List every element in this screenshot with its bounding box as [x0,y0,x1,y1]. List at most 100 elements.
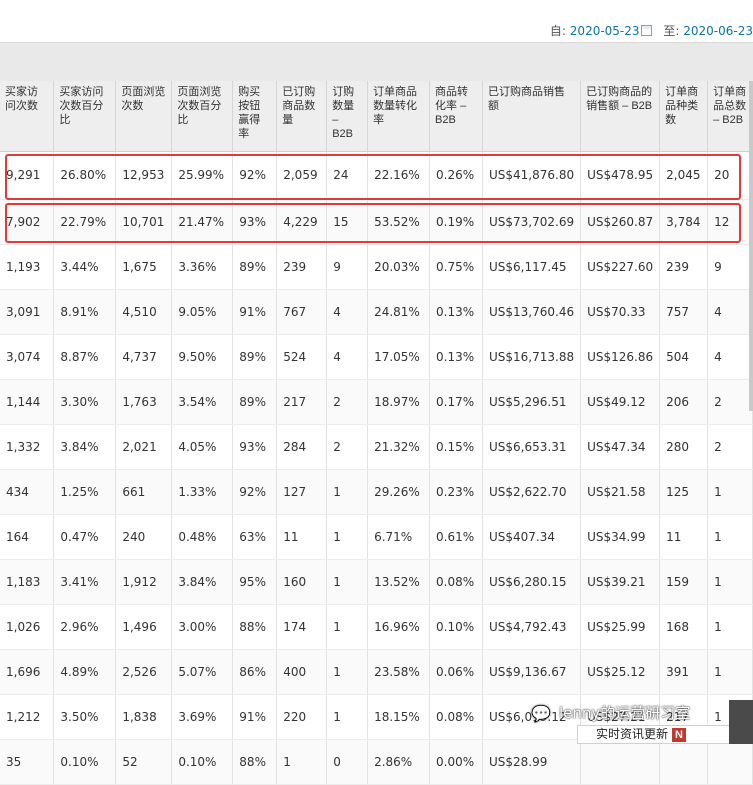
table-row: 1,183 3.41% 1,912 3.84% 95% 160 1 13.52% 0.08% US… [0,559,753,605]
table-cell: 8.91% [53,289,117,335]
table-cell: 0.15% [429,424,483,470]
date-from[interactable]: 2020-05-23 [569,24,640,38]
vertical-scrollbar[interactable] [749,81,753,411]
table-row: 164 0.47% 240 0.48% 63% 11 1 6.71% 0.61% US$407.3… [0,514,753,560]
table-cell: 127 [276,469,328,515]
column-header[interactable]: 页面浏览次数 [115,81,173,152]
table-cell: 10,701 [115,199,173,245]
table-cell: US$9,136.67 [482,649,582,695]
table-cell: 1 [707,469,753,515]
table-cell: 0.61% [429,514,483,560]
table-cell: 35 [0,739,55,785]
table-cell: 1 [707,649,753,695]
table-cell: 3.44% [53,244,117,290]
table-cell: 11 [659,514,709,560]
column-header[interactable]: 商品转化率 – B2B [429,81,483,152]
table-cell: US$126.86 [580,334,661,380]
table-cell: 1 [326,649,369,695]
column-header[interactable]: 页面浏览次数百分比 [171,81,234,152]
table-cell: 1,026 [0,604,55,650]
watermark: 💬 lenny的运营研习室 实时资讯更新 N [525,700,753,744]
table-cell: US$6,117.45 [482,244,582,290]
table-cell: 4,737 [115,334,173,380]
table-cell: 9,291 [0,151,55,200]
table-cell: 504 [659,334,709,380]
watermark-name: lenny的运营研习室 [559,704,691,722]
table-cell: 18.97% [367,379,431,425]
table-cell: 18.15% [367,694,431,740]
table-cell: 95% [232,559,278,605]
table-cell: 22.79% [53,199,117,245]
table-cell: 3.41% [53,559,117,605]
table-cell: 13.52% [367,559,431,605]
table-cell: 174 [276,604,328,650]
table-cell: US$34.99 [580,514,661,560]
table-row: 1,026 2.96% 1,496 3.00% 88% 174 1 16.96% 0.10% US… [0,604,753,650]
table-cell: 0.10% [171,739,234,785]
table-cell: 11 [276,514,328,560]
table-cell: 5.07% [171,649,234,695]
table-cell [580,739,661,785]
column-header[interactable]: 订购数量 – B2B [326,81,369,152]
table-cell [707,739,753,785]
column-header[interactable]: 订单商品种类数 [659,81,709,152]
table-cell: 22.16% [367,151,431,200]
table-cell: 4.05% [171,424,234,470]
table-cell: 3,074 [0,334,55,380]
table-cell: 4 [707,289,753,335]
table-cell: US$407.34 [482,514,582,560]
table-cell: 3.30% [53,379,117,425]
column-header[interactable]: 已订购商品的销售额 – B2B [580,81,661,152]
table-cell: US$41,876.80 [482,151,582,200]
table-cell: US$227.60 [580,244,661,290]
table-cell: 9 [707,244,753,290]
table-cell: 3.84% [53,424,117,470]
table-cell: 86% [232,649,278,695]
filter-band [0,43,753,81]
column-header[interactable]: 购买按钮赢得率 [232,81,278,152]
table-cell [659,739,709,785]
table-cell: 6.71% [367,514,431,560]
table-cell: 206 [659,379,709,425]
column-header[interactable]: 已订购商品销售额 [482,81,582,152]
column-header[interactable]: 买家访问次数百分比 [53,81,117,152]
table-cell: 2 [326,424,369,470]
table-cell: 24 [326,151,369,200]
table-cell: 9.05% [171,289,234,335]
column-header[interactable]: 买家访问次数 [0,81,55,152]
table-cell: 1 [276,739,328,785]
table-cell: 1 [326,514,369,560]
table-cell: 3.69% [171,694,234,740]
table-cell: 3.50% [53,694,117,740]
table-cell: 400 [276,649,328,695]
date-to[interactable]: 2020-06-23 [683,24,753,38]
column-header[interactable]: 订单商品数量转化率 [367,81,431,152]
table-cell: 0.06% [429,649,483,695]
table-cell: 1,675 [115,244,173,290]
table-cell: 63% [232,514,278,560]
table-cell: 1 [326,469,369,515]
table-cell: 20.03% [367,244,431,290]
table-cell: US$39.21 [580,559,661,605]
table-cell: US$28.99 [482,739,582,785]
table-cell: 1 [707,559,753,605]
table-cell: 3.00% [171,604,234,650]
column-header[interactable]: 订单商品总数 – B2B [707,81,753,152]
table-cell: 1,696 [0,649,55,695]
table-cell: 88% [232,604,278,650]
table-cell: 89% [232,334,278,380]
table-row: 9,291 26.80% 12,953 25.99% 92% 2,059 24 22.16% 0… [0,151,753,200]
table-cell: 89% [232,244,278,290]
table-cell: 0.13% [429,289,483,335]
column-header[interactable]: 已订购商品数量 [276,81,328,152]
table-row: 1,332 3.84% 2,021 4.05% 93% 284 2 21.32% 0.15% US… [0,424,753,470]
business-report-table: 买家访问次数 买家访问次数百分比 页面浏览次数 页面浏览次数百分比 购买按钮赢得… [0,81,753,785]
calendar-icon[interactable] [640,25,652,36]
table-cell: 8.87% [53,334,117,380]
table-cell: US$13,760.46 [482,289,582,335]
table-cell: 164 [0,514,55,560]
table-cell: 25.99% [171,151,234,200]
table-cell: 2.96% [53,604,117,650]
table-cell: 9.50% [171,334,234,380]
table-cell: 524 [276,334,328,380]
